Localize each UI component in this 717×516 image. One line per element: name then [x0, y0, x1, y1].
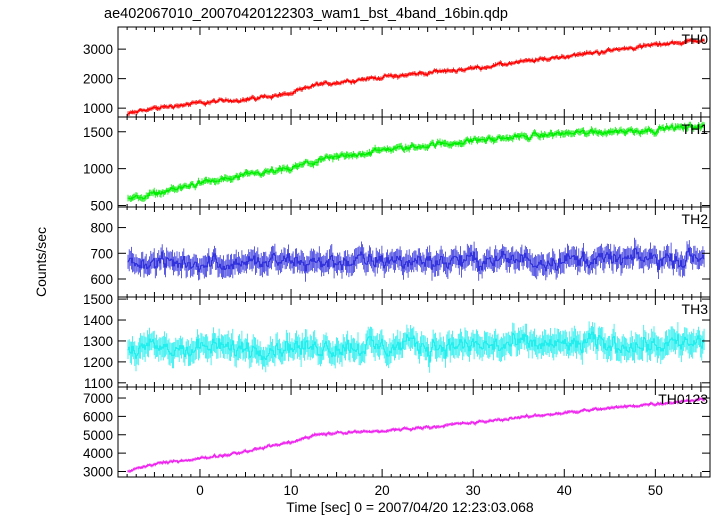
panel-th1: 500 1000 1500 TH1 — [83, 116, 711, 214]
y-tick-label: 1100 — [84, 376, 113, 391]
y-tick-label: 1200 — [83, 355, 113, 370]
x-tick-label: 40 — [557, 483, 572, 498]
error-bars — [127, 321, 705, 373]
panel-frame — [117, 386, 711, 478]
panel-th0123: 3000 4000 5000 6000 7000 TH0123 — [83, 386, 711, 479]
series-label: TH0 — [682, 31, 709, 47]
series-th0 — [127, 38, 705, 117]
series-label: TH1 — [682, 121, 709, 137]
y-tick-label: 800 — [90, 221, 113, 236]
x-axis-label: Time [sec] 0 = 2007/04/20 12:23:03.068 — [286, 499, 534, 515]
y-tick-label: 1400 — [83, 313, 113, 328]
series-th2 — [127, 237, 705, 282]
chart-title: ae402067010_20070420122303_wam1_bst_4ban… — [104, 6, 508, 22]
x-tick-label: 10 — [284, 483, 299, 498]
x-tick-label: 20 — [375, 483, 390, 498]
panel-th3: 1100 1200 1300 1400 1500 TH3 — [83, 292, 711, 391]
series-th1 — [127, 121, 705, 202]
y-tick-label: 1500 — [83, 292, 113, 307]
y-tick-label: 700 — [90, 246, 113, 261]
light-curve — [127, 398, 705, 472]
y-tick-label: 600 — [90, 272, 113, 287]
light-curve — [127, 331, 705, 363]
y-tick-label: 2000 — [83, 72, 113, 87]
y-tick-label: 7000 — [83, 391, 113, 406]
y-tick-label: 5000 — [83, 428, 113, 443]
x-tick-label: 0 — [196, 483, 204, 498]
x-tick-label: 50 — [648, 483, 663, 498]
series-th3 — [127, 321, 705, 373]
light-curve — [127, 124, 705, 200]
series-label: TH0123 — [658, 391, 708, 407]
error-bars — [127, 397, 705, 473]
series-label: TH3 — [682, 301, 709, 317]
y-tick-label: 3000 — [83, 464, 113, 479]
panel-th0: 1000 2000 3000 TH0 — [83, 26, 711, 118]
y-tick-label: 3000 — [83, 42, 113, 57]
y-tick-label: 500 — [90, 199, 113, 214]
y-tick-label: 1000 — [83, 101, 113, 116]
y-tick-label: 6000 — [83, 409, 113, 424]
y-axis-label: Counts/sec — [33, 227, 49, 297]
series-label: TH2 — [682, 211, 709, 227]
error-bars — [127, 121, 705, 202]
panel-th2: 600 700 800 TH2 — [90, 206, 711, 298]
light-curve — [127, 39, 705, 115]
y-tick-label: 4000 — [83, 446, 113, 461]
y-tick-label: 1000 — [83, 162, 113, 177]
y-tick-label: 1300 — [83, 334, 113, 349]
light-curve — [127, 247, 705, 273]
y-tick-label: 1500 — [83, 125, 113, 140]
x-tick-label: 30 — [466, 483, 481, 498]
series-th0123 — [127, 397, 705, 473]
